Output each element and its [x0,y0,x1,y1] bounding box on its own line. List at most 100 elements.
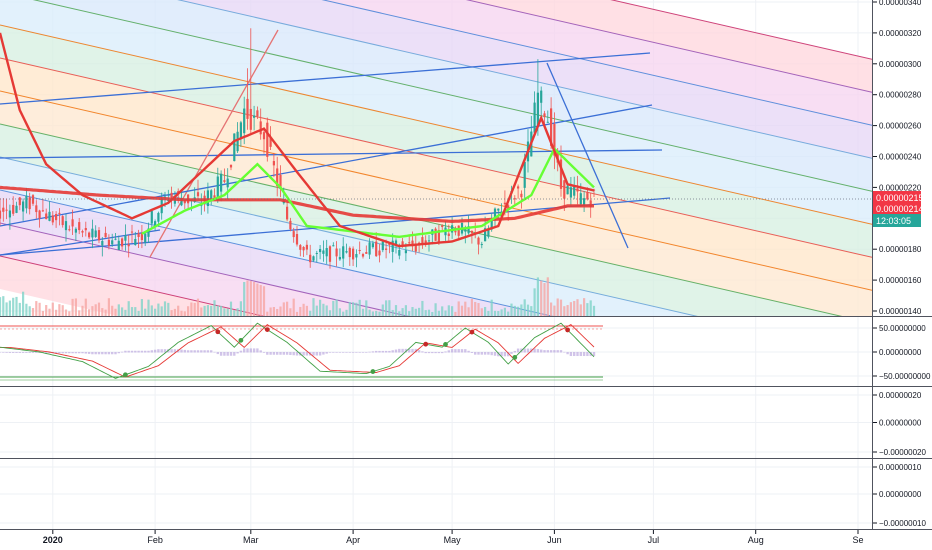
candle-body[interactable] [111,240,114,245]
oscillator-pane[interactable] [0,317,872,386]
main-price-pane[interactable] [0,0,872,488]
candle-body[interactable] [127,244,130,247]
candle-body[interactable] [31,195,35,204]
candle-body[interactable] [457,225,460,236]
candle-body[interactable] [573,186,576,196]
candle-body[interactable] [385,248,388,250]
candle-body[interactable] [583,198,586,205]
candle-body[interactable] [361,254,365,257]
channel-line[interactable] [0,52,651,105]
candle-body[interactable] [8,210,11,218]
candle-body[interactable] [180,199,183,206]
candle-body[interactable] [559,159,563,189]
candle-body[interactable] [408,242,411,244]
candle-body[interactable] [345,251,348,253]
candle-body[interactable] [371,243,374,248]
candle-body[interactable] [328,246,332,262]
candle-body[interactable] [266,122,269,157]
candle-body[interactable] [81,231,84,233]
candle-body[interactable] [210,190,213,200]
candle-body[interactable] [78,222,81,231]
candle-body[interactable] [226,178,229,188]
candle-body[interactable] [540,90,543,103]
candle-body[interactable] [167,200,170,202]
candle-body[interactable] [144,233,147,243]
candle-body[interactable] [480,244,483,246]
candle-body[interactable] [335,248,338,257]
pane-separators[interactable] [0,0,932,530]
candle-body[interactable] [566,185,569,195]
candle-body[interactable] [497,208,500,211]
candle-body[interactable] [378,250,381,256]
candle-body[interactable] [256,110,259,117]
channel-line[interactable] [546,62,629,249]
candle-body[interactable] [35,205,38,213]
candle-body[interactable] [239,122,242,140]
candle-body[interactable] [150,211,153,224]
candle-body[interactable] [134,239,137,246]
candle-body[interactable] [130,231,134,233]
candle-body[interactable] [97,230,101,241]
candle-body[interactable] [0,210,2,219]
candle-body[interactable] [302,246,305,251]
oscillator-axis[interactable]: 50.00000000 0.00000000 −50.00000000 [873,324,931,381]
candle-body[interactable] [292,231,295,238]
candle-body[interactable] [104,232,107,238]
indicator-pane-3[interactable] [0,387,872,458]
candle-body[interactable] [342,246,345,259]
candle-body[interactable] [279,174,282,190]
candle-body[interactable] [309,254,312,263]
candle-body[interactable] [507,205,510,210]
candle-body[interactable] [200,205,203,207]
channel-line[interactable] [0,229,161,256]
candle-body[interactable] [91,228,94,238]
candle-body[interactable] [246,98,249,119]
candle-body[interactable] [437,230,440,242]
candle-body[interactable] [467,226,470,234]
candle-body[interactable] [398,250,401,256]
candle-body[interactable] [163,196,167,198]
candle-body[interactable] [114,238,117,240]
candle-body[interactable] [262,132,266,140]
candle-body[interactable] [358,249,361,251]
candle-body[interactable] [5,209,8,211]
candle-body[interactable] [352,248,355,260]
candle-body[interactable] [88,232,91,238]
candle-body[interactable] [289,220,292,230]
candle-body[interactable] [183,200,186,204]
candle-body[interactable] [312,256,315,261]
candle-body[interactable] [401,241,404,246]
candle-body[interactable] [147,228,150,237]
candle-body[interactable] [414,245,417,252]
candle-body[interactable] [517,186,520,189]
candle-body[interactable] [569,187,572,198]
candle-body[interactable] [536,92,539,126]
candle-body[interactable] [493,208,497,221]
candle-body[interactable] [375,241,378,257]
candle-body[interactable] [229,164,233,168]
candle-body[interactable] [94,230,97,237]
time-axis[interactable]: 2020 Feb Mar Apr May Jun Jul Aug Se [43,530,864,545]
candle-body[interactable] [124,235,127,241]
candle-body[interactable] [243,108,246,134]
pane3-axis[interactable]: 0.00000020 0.00000000 −0.00000020 [873,391,926,457]
candle-body[interactable] [223,180,226,182]
candle-body[interactable] [18,197,21,206]
candle-body[interactable] [61,216,64,226]
pane4-axis[interactable]: 0.00000010 0.00000000 −0.00000010 [873,463,926,528]
candle-body[interactable] [28,197,31,210]
candle-body[interactable] [259,121,262,135]
candle-body[interactable] [454,230,457,233]
candle-body[interactable] [348,247,351,258]
candle-body[interactable] [487,228,490,237]
candle-body[interactable] [236,131,239,152]
candle-body[interactable] [447,233,450,236]
candle-body[interactable] [137,233,140,237]
candle-body[interactable] [15,205,18,213]
channel-line[interactable] [0,149,663,159]
candle-body[interactable] [12,204,15,214]
candle-body[interactable] [22,201,25,212]
candle-body[interactable] [295,234,299,245]
candle-body[interactable] [286,206,289,220]
candle-body[interactable] [272,161,275,166]
